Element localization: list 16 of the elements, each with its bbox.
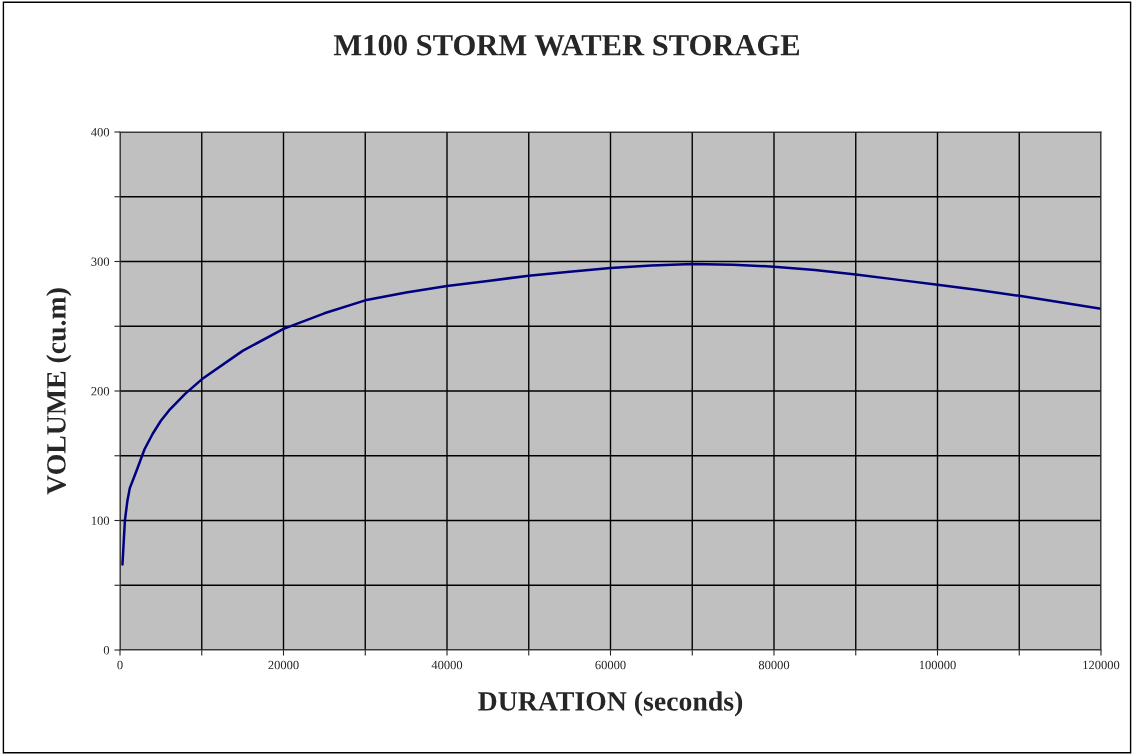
x-axis-title: DURATION (seconds) bbox=[478, 691, 743, 717]
y-tick-label: 300 bbox=[91, 257, 110, 266]
y-tick-label: 100 bbox=[91, 516, 110, 525]
x-tick-label: 100000 bbox=[919, 660, 956, 670]
chart-title: M100 STORM WATER STORAGE bbox=[333, 34, 800, 56]
x-tick-label: 20000 bbox=[268, 660, 299, 670]
x-tick-label: 60000 bbox=[595, 660, 626, 670]
y-tick-label: 200 bbox=[91, 387, 110, 396]
line-series bbox=[121, 262, 1101, 566]
x-tick-label: 0 bbox=[117, 660, 123, 670]
x-tick-label: 120000 bbox=[1083, 660, 1120, 670]
x-tick-label: 40000 bbox=[431, 660, 463, 670]
x-tick-label: 80000 bbox=[758, 660, 790, 670]
y-tick-label: 400 bbox=[91, 128, 110, 137]
y-tick-label: 0 bbox=[103, 646, 110, 655]
y-axis-title: VOLUME (cu.m) bbox=[46, 288, 72, 495]
